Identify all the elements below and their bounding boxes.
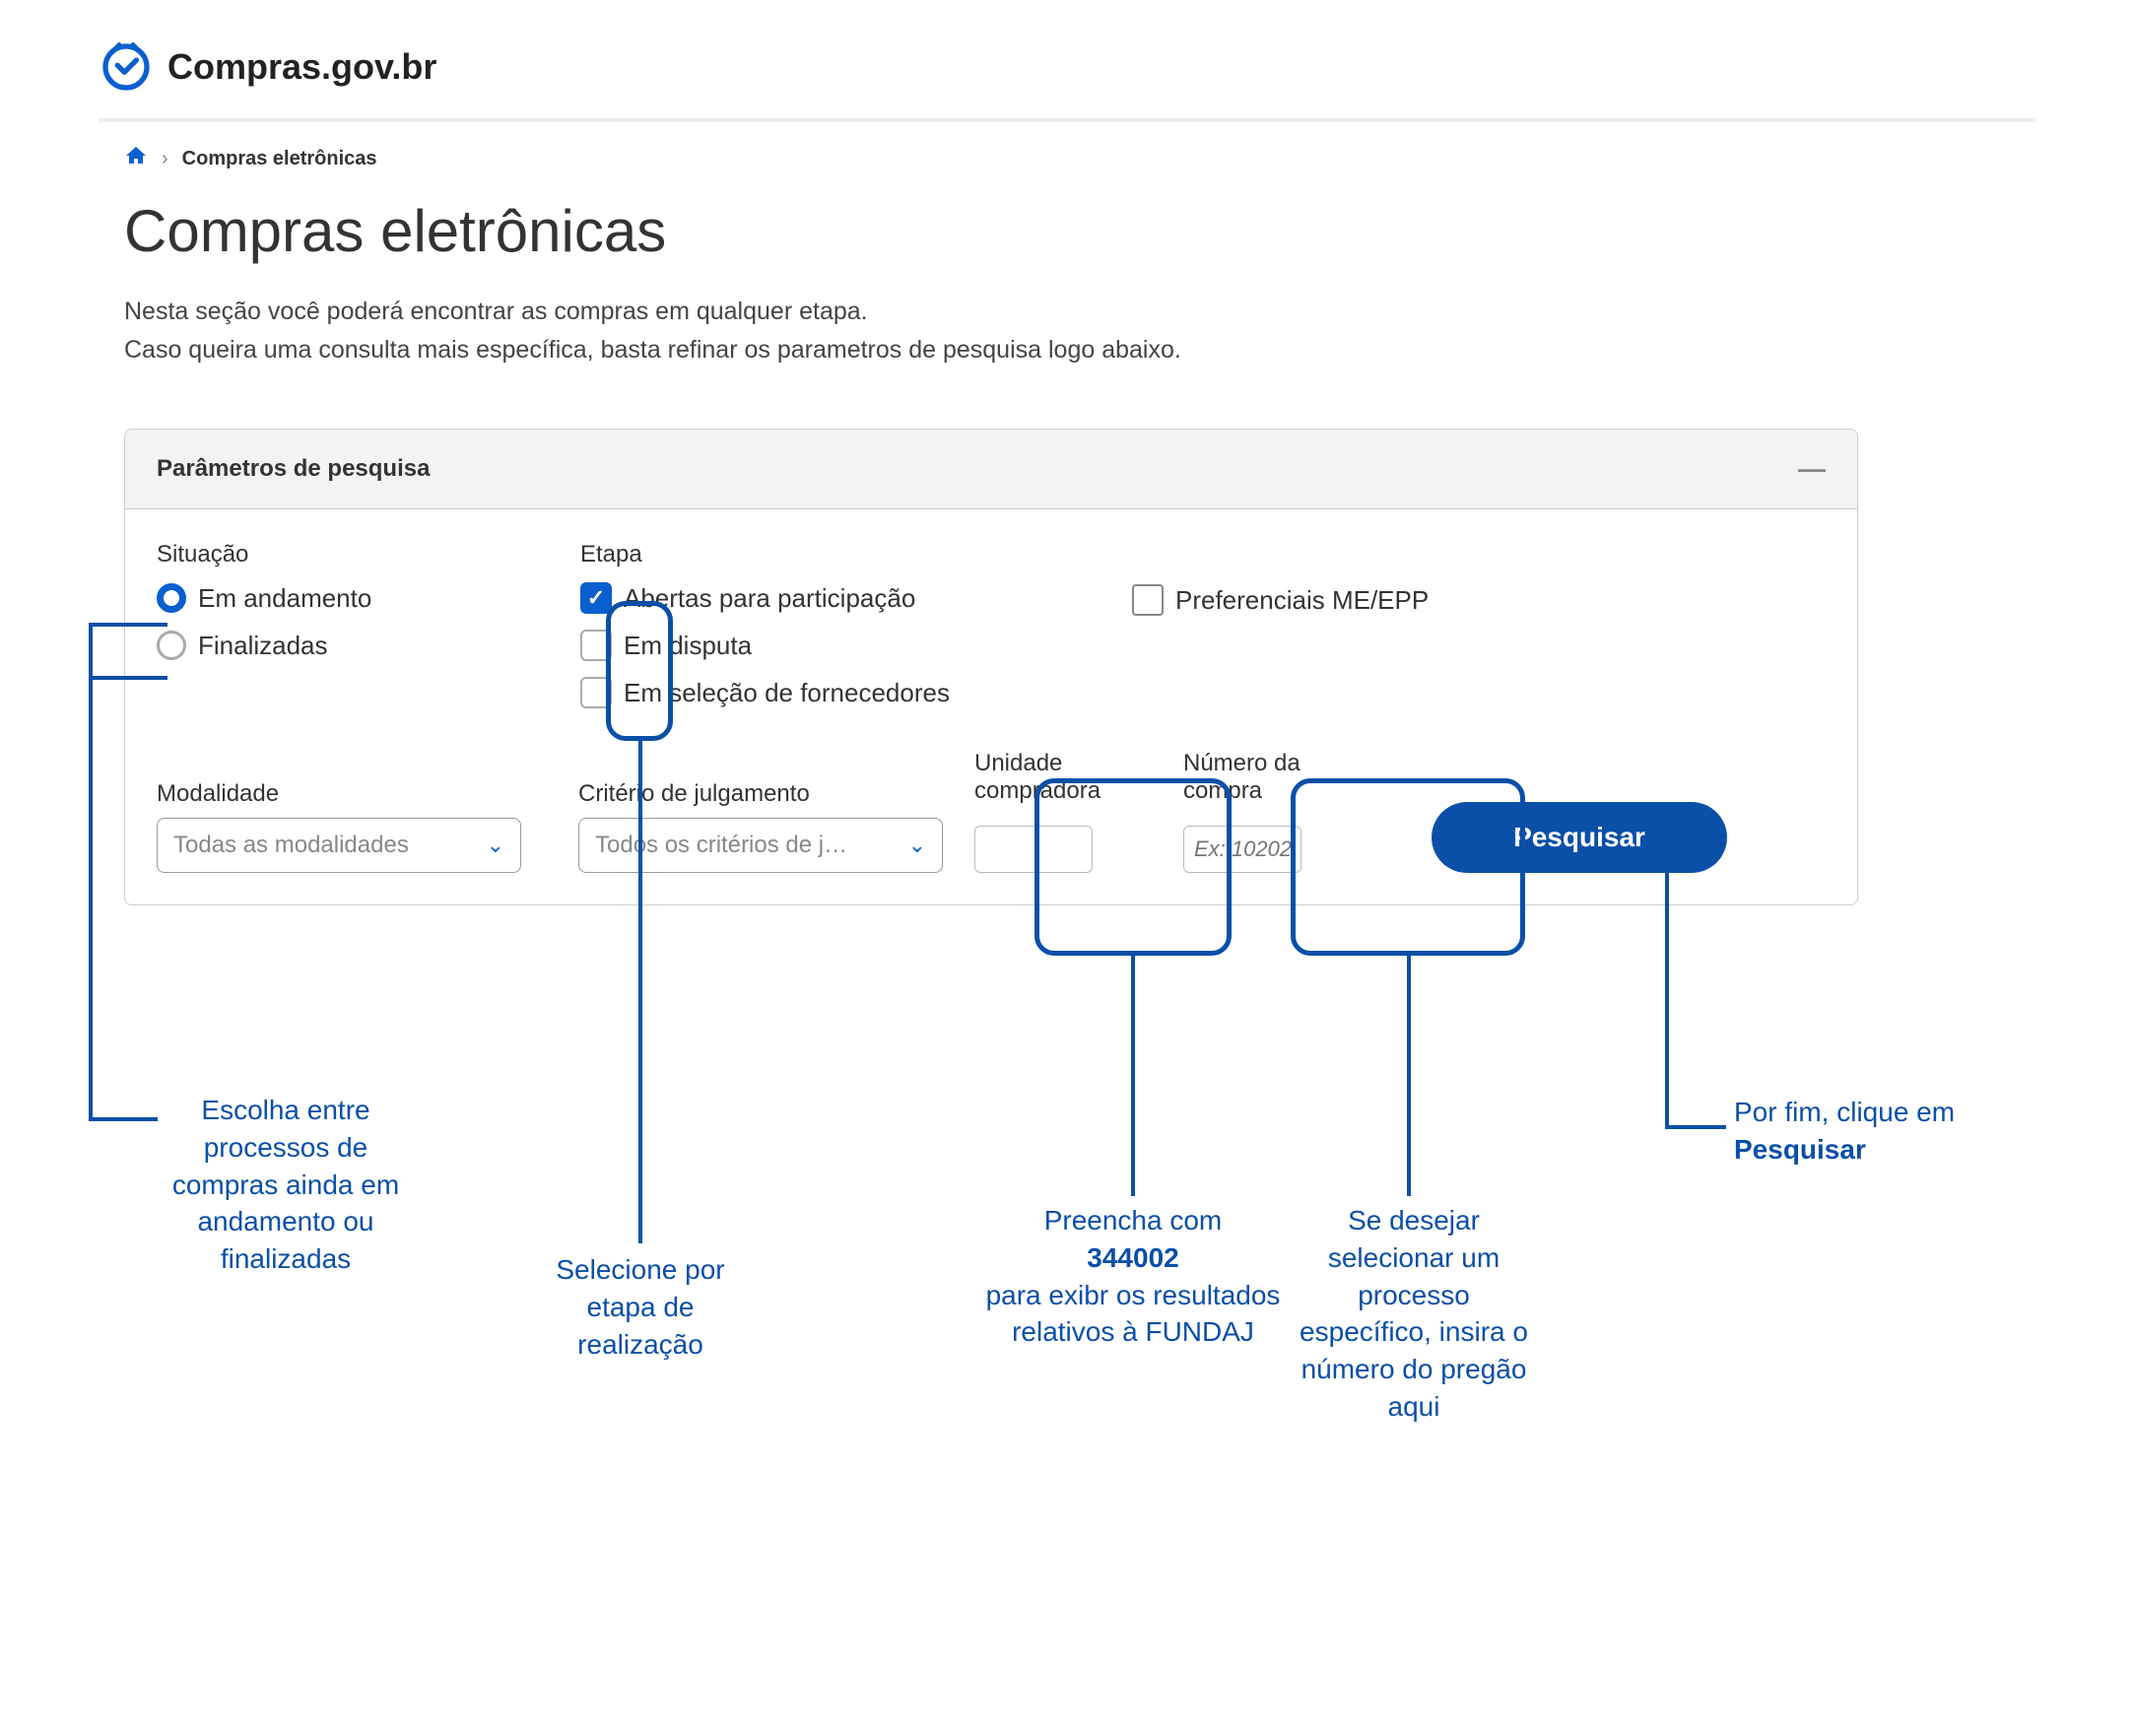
select-placeholder: Todas as modalidades	[173, 832, 409, 859]
breadcrumb: › Compras eletrônicas	[99, 136, 2035, 197]
header: Compras.gov.br	[99, 39, 2035, 118]
annotation-line	[1665, 1125, 1726, 1129]
breadcrumb-current: Compras eletrônicas	[182, 148, 377, 170]
modalidade-label: Modalidade	[157, 780, 521, 808]
annotation-line	[89, 623, 167, 627]
radio-finalizadas[interactable]: Finalizadas	[157, 626, 580, 665]
page-title: Compras eletrônicas	[99, 197, 2035, 265]
intro-text: Nesta seção você poderá encontrar as com…	[99, 293, 2035, 369]
radio-icon-unselected	[157, 631, 186, 660]
logo-icon	[99, 39, 154, 95]
annotation-unidade: Preencha com 344002 para exibr os result…	[985, 1202, 1281, 1351]
panel-title: Parâmetros de pesquisa	[157, 455, 430, 483]
annotation-callout-etapa	[606, 601, 673, 741]
annotation-line	[638, 741, 642, 1243]
annotation-numero: Se desejar selecionar um processo especí…	[1291, 1202, 1537, 1426]
chevron-icon: ›	[162, 148, 168, 170]
panel-header[interactable]: Parâmetros de pesquisa —	[125, 430, 1857, 509]
annotation-callout-numero	[1291, 778, 1525, 956]
intro-line1: Nesta seção você poderá encontrar as com…	[124, 293, 2035, 331]
preferenciais-label: Preferenciais ME/EPP	[1175, 580, 1429, 620]
home-icon[interactable]	[124, 144, 148, 173]
situacao-group: Situação Em andamento Finalizadas	[157, 541, 580, 673]
annotation-pesquisar: Por fim, clique em Pesquisar	[1734, 1094, 2020, 1168]
search-panel: Parâmetros de pesquisa — Situação Em and…	[124, 429, 1858, 906]
annotation-situacao: Escolha entre processos de compras ainda…	[148, 1092, 424, 1278]
criterio-group: Critério de julgamento Todos os critério…	[578, 780, 943, 873]
criterio-label: Critério de julgamento	[578, 780, 943, 808]
annotation-etapa: Selecione por etapa de realização	[522, 1251, 759, 1363]
chevron-down-icon: ⌄	[908, 833, 926, 858]
annotation-line	[89, 676, 167, 680]
preferenciais-group[interactable]: Preferenciais ME/EPP	[1132, 541, 1429, 628]
select-placeholder: Todos os critérios de j…	[595, 832, 847, 859]
checkbox-icon	[1132, 584, 1164, 616]
chevron-down-icon: ⌄	[487, 833, 504, 858]
annotation-line	[1407, 956, 1411, 1196]
radio-icon-selected	[157, 583, 186, 613]
radio-label: Em andamento	[198, 578, 371, 618]
collapse-icon[interactable]: —	[1798, 453, 1826, 485]
header-divider	[99, 118, 2035, 122]
checkbox-icon-checked	[580, 582, 612, 614]
intro-line2: Caso queira uma consulta mais específica…	[124, 331, 2035, 369]
annotation-line	[1131, 956, 1135, 1196]
button-label: Pesquisar	[1513, 822, 1645, 853]
criterio-select[interactable]: Todos os critérios de j… ⌄	[578, 818, 943, 873]
situacao-label: Situação	[157, 541, 580, 568]
etapa-label: Etapa	[580, 541, 1132, 568]
modalidade-select[interactable]: Todas as modalidades ⌄	[157, 818, 521, 873]
radio-label: Finalizadas	[198, 626, 328, 665]
annotation-line	[1665, 867, 1669, 1129]
annotation-line	[89, 623, 93, 1121]
annotation-callout-unidade	[1034, 778, 1232, 956]
modalidade-group: Modalidade Todas as modalidades ⌄	[157, 780, 521, 873]
radio-em-andamento[interactable]: Em andamento	[157, 578, 580, 618]
logo-text: Compras.gov.br	[167, 46, 436, 88]
